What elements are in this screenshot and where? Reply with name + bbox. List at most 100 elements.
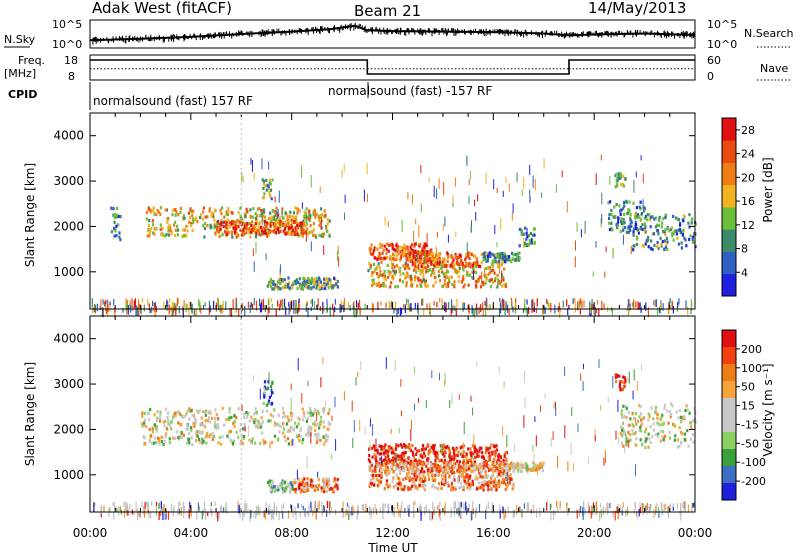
echo-cell: [295, 282, 297, 285]
streak-cell: [417, 253, 418, 263]
clutter-cell: [386, 303, 387, 308]
streak-cell: [527, 228, 528, 237]
echo-cell: [231, 236, 233, 239]
nsky-point: [606, 31, 607, 34]
nsky-point: [587, 32, 588, 36]
echo-cell: [300, 429, 302, 432]
echo-cell: [458, 451, 460, 454]
clutter-cell: [172, 309, 173, 317]
echo-cell: [310, 224, 312, 227]
noise-tick-hi-right: 10^5: [707, 18, 737, 31]
echo-cell: [177, 229, 179, 232]
echo-cell: [503, 470, 505, 473]
echo-cell: [420, 256, 422, 259]
echo-cell: [288, 226, 290, 229]
nsky-point: [223, 32, 224, 36]
echo-cell: [446, 462, 448, 465]
echo-cell: [496, 285, 498, 288]
nsky-point: [459, 30, 460, 34]
nsky-point: [511, 31, 512, 33]
echo-cell: [274, 435, 276, 438]
echo-cell: [263, 192, 265, 195]
echo-cell: [328, 286, 330, 289]
nsky-point: [362, 25, 363, 29]
nsky-point: [592, 33, 593, 35]
nsky-point: [454, 31, 455, 35]
echo-cell: [456, 460, 458, 463]
nsky-point: [607, 33, 608, 36]
echo-cell: [295, 491, 297, 494]
clutter-cell: [171, 504, 172, 513]
clutter-cell: [645, 302, 646, 310]
echo-cell: [661, 414, 663, 417]
streak-cell: [497, 242, 498, 247]
streak-cell: [402, 220, 403, 232]
echo-cell: [238, 211, 240, 214]
echo-cell: [481, 462, 483, 465]
echo-cell: [291, 221, 293, 224]
echo-cell: [244, 229, 246, 232]
echo-cell: [154, 233, 156, 236]
clutter-cell: [179, 306, 180, 313]
echo-cell: [199, 441, 201, 444]
echo-cell: [488, 459, 490, 462]
echo-cell: [440, 487, 442, 490]
echo-cell: [159, 413, 161, 416]
echo-cell: [320, 420, 322, 423]
echo-cell: [471, 483, 473, 486]
echo-cell: [285, 439, 287, 442]
echo-cell: [475, 271, 477, 274]
echo-cell: [261, 416, 263, 419]
echo-cell: [489, 446, 491, 449]
nsky-point: [599, 32, 600, 36]
clutter-cell: [647, 503, 648, 510]
echo-cell: [653, 422, 655, 425]
clutter-cell: [444, 302, 445, 311]
echo-cell: [381, 274, 383, 277]
echo-cell: [532, 234, 534, 237]
echo-cell: [460, 254, 462, 257]
streak-cell: [254, 173, 255, 181]
echo-cell: [279, 287, 281, 290]
clutter-cell: [253, 512, 254, 518]
echo-cell: [216, 226, 218, 229]
nsky-point: [619, 31, 620, 35]
echo-cell: [621, 429, 623, 432]
echo-cell: [620, 217, 622, 220]
echo-cell: [461, 280, 463, 283]
echo-cell: [385, 252, 387, 255]
echo-cell: [149, 232, 151, 235]
echo-cell: [272, 481, 274, 484]
echo-cell: [429, 268, 431, 271]
echo-cell: [259, 442, 261, 445]
streak-cell: [367, 194, 368, 202]
echo-cell: [684, 238, 686, 241]
colorbar-tick-label: 8: [741, 243, 748, 256]
echo-cell: [471, 253, 473, 256]
echo-cell: [651, 435, 653, 438]
nsky-point: [405, 31, 406, 36]
streak-cell: [439, 178, 440, 189]
echo-cell: [264, 216, 266, 219]
echo-cell: [648, 245, 650, 248]
clutter-cell: [456, 309, 457, 316]
cpid-label-2: normalsound (fast) -157 RF: [328, 84, 492, 98]
echo-cell: [489, 455, 491, 458]
nsky-point: [578, 35, 579, 38]
echo-cell: [441, 264, 443, 267]
echo-cell: [435, 454, 437, 457]
nsky-point: [173, 37, 174, 41]
echo-cell: [250, 224, 252, 227]
echo-cell: [206, 224, 208, 227]
echo-cell: [337, 487, 339, 490]
echo-cell: [289, 489, 291, 492]
echo-cell: [317, 433, 319, 436]
echo-cell: [630, 213, 632, 216]
echo-cell: [685, 244, 687, 247]
streak-cell: [252, 160, 253, 172]
echo-cell: [266, 189, 268, 192]
nsky-point: [470, 30, 471, 34]
echo-cell: [203, 235, 205, 238]
echo-cell: [410, 260, 412, 263]
echo-cell: [499, 282, 501, 285]
